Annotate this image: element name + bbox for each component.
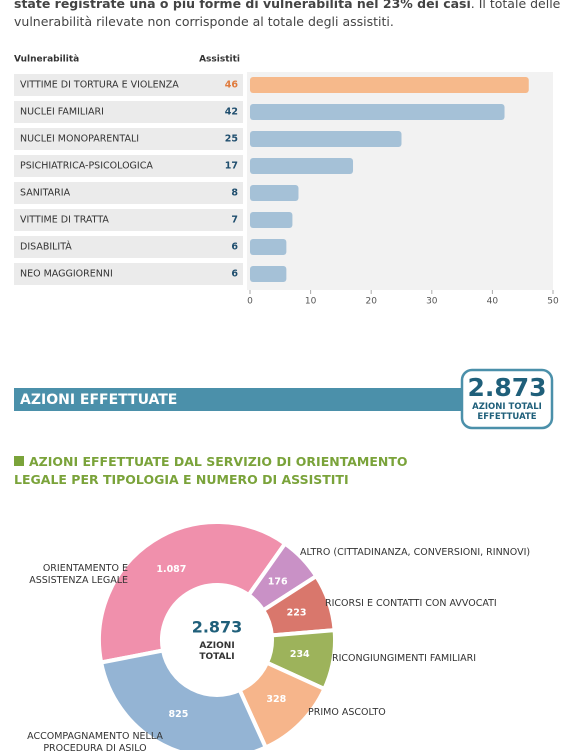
slice-label: RICONGIUNGIMENTI FAMILIARI	[332, 653, 477, 664]
intro-bold: state registrate una o più forme di vuln…	[14, 0, 471, 11]
row-box	[14, 209, 243, 231]
total-box	[460, 368, 554, 430]
category-label: NUCLEI MONOPARENTALI	[20, 134, 139, 145]
category-label: SANITARIA	[20, 188, 71, 199]
value-label: 176	[268, 576, 288, 587]
value-label: 223	[287, 607, 307, 618]
section-title: AZIONI EFFETTUATE	[20, 392, 177, 408]
intro: state registrate una o più forme di vuln…	[14, 0, 574, 31]
pie-slice	[97, 520, 288, 665]
title-square	[14, 456, 24, 466]
x-tick-label: 10	[305, 297, 317, 307]
value-label: 8	[231, 188, 238, 199]
value-label: 42	[225, 107, 238, 118]
category-label: PSICHIATRICA-PSICOLOGICA	[20, 161, 153, 172]
pie-title: AZIONI EFFETTUATE DAL SERVIZIO DI ORIENT…	[14, 453, 464, 489]
value-label: 46	[225, 80, 239, 91]
category-label: NEO MAGGIORENNI	[20, 269, 113, 280]
row-box	[14, 236, 243, 258]
category-label: DISABILITÀ	[20, 241, 72, 253]
slice-label: ORIENTAMENTO E ASSISTENZA LEGALE	[29, 563, 128, 586]
bar	[250, 104, 505, 120]
bar	[250, 212, 293, 228]
column-header: Vulnerabilità	[14, 55, 79, 65]
category-label: NUCLEI FAMILIARI	[20, 107, 104, 118]
total-value: 2.873	[467, 373, 546, 402]
slice-label: RICORSI E CONTATTI CON AVVOCATI	[325, 598, 497, 609]
x-tick-label: 40	[487, 297, 499, 307]
value-label: 234	[290, 649, 310, 660]
value-label: 7	[231, 215, 238, 226]
bar	[250, 266, 287, 282]
slice-label: PRIMO ASCOLTO	[308, 707, 386, 718]
row-box	[14, 74, 243, 96]
section-banner	[14, 388, 469, 411]
slice-label: ALTRO (CITTADINANZA, CONVERSIONI, RINNOV…	[300, 547, 531, 558]
category-label: VITTIME DI TORTURA E VIOLENZA	[20, 80, 179, 91]
center-label: AZIONI TOTALI	[199, 641, 235, 662]
center-value: 2.873	[192, 618, 243, 637]
row-box	[14, 182, 243, 204]
bar	[250, 158, 354, 174]
x-tick-label: 50	[547, 297, 559, 307]
row-box	[14, 101, 243, 123]
value-label: 17	[225, 161, 238, 172]
x-tick-label: 30	[426, 297, 438, 307]
bar	[250, 185, 299, 201]
bar	[250, 77, 529, 93]
value-label: 328	[266, 694, 286, 705]
pie-slice	[98, 648, 269, 750]
x-tick-label: 20	[365, 297, 377, 307]
total-label: AZIONI TOTALI EFFETTUATE	[472, 402, 542, 422]
bar	[250, 239, 287, 255]
row-box	[14, 128, 243, 150]
x-tick-label: 0	[247, 297, 253, 307]
row-box	[14, 263, 243, 285]
slice-label: ACCOMPAGNAMENTO NELLA PROCEDURA DI ASILO	[27, 731, 163, 754]
pie-title-text: AZIONI EFFETTUATE DAL SERVIZIO DI ORIENT…	[14, 454, 408, 487]
value-label: 25	[225, 134, 238, 145]
intro-text: . Il totale delle vulnerabilità rilevate…	[14, 0, 561, 29]
value-label: 6	[231, 242, 238, 253]
value-label: 6	[231, 269, 238, 280]
category-label: VITTIME DI TRATTA	[20, 215, 109, 226]
value-label: 1.087	[156, 564, 186, 575]
value-label: 825	[169, 709, 189, 720]
column-header: Assistiti	[199, 55, 240, 65]
row-box	[14, 155, 243, 177]
bar	[250, 131, 402, 147]
